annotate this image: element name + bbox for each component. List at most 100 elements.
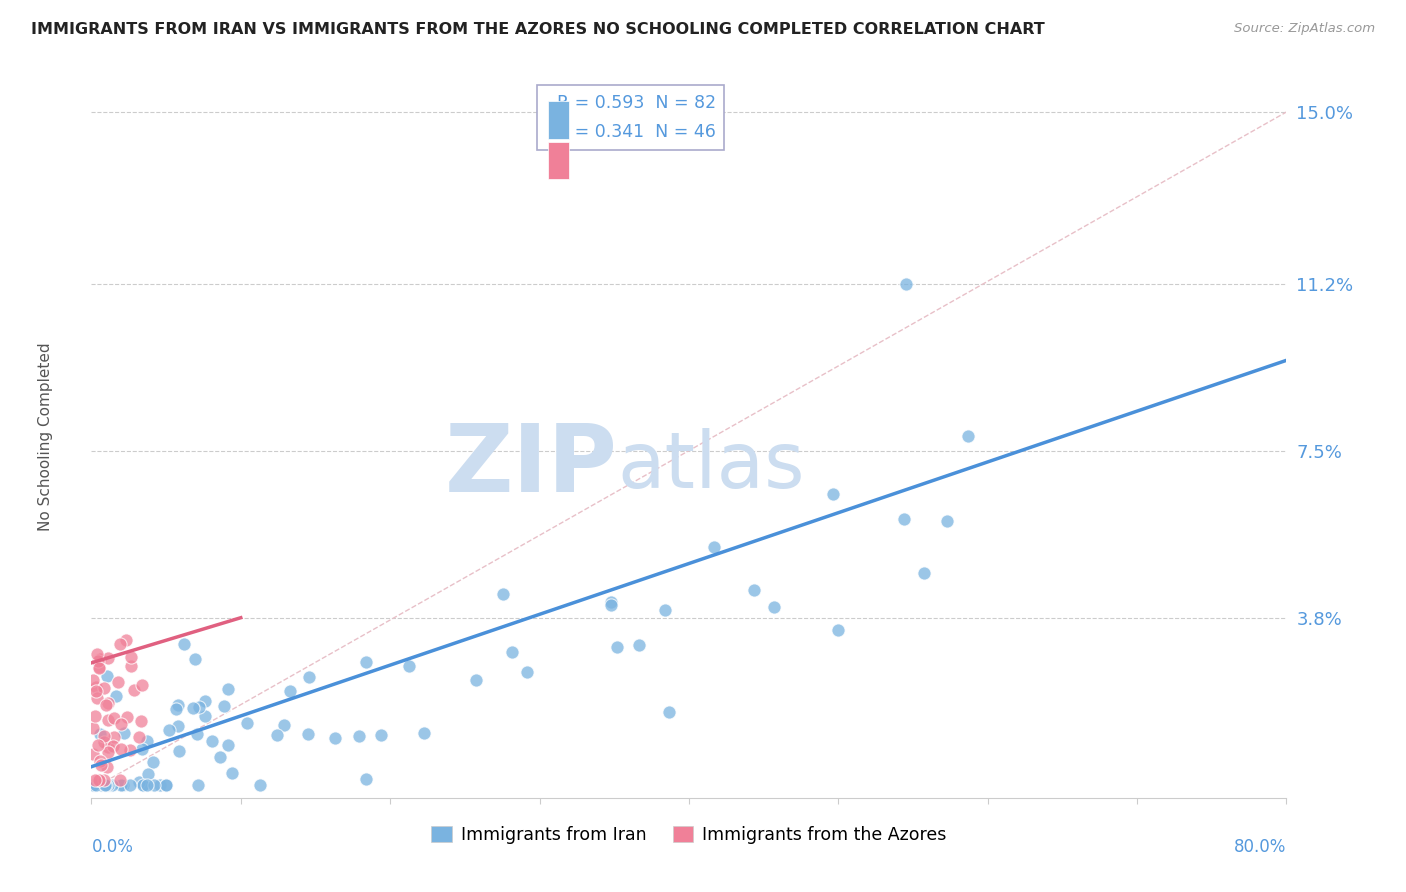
Point: [87, 655, 110, 669]
Point: [155, 778, 177, 792]
Point: [347, 729, 370, 743]
Point: [132, 778, 155, 792]
Point: [298, 670, 321, 684]
Point: [628, 638, 651, 652]
Text: 0.0%: 0.0%: [91, 838, 134, 856]
Point: [118, 743, 141, 757]
Point: [93, 773, 115, 788]
FancyBboxPatch shape: [548, 142, 569, 179]
Point: [132, 778, 155, 792]
Point: [370, 728, 392, 742]
Point: [90, 778, 112, 792]
Point: [167, 718, 190, 732]
Text: IMMIGRANTS FROM IRAN VS IMMIGRANTS FROM THE AZORES NO SCHOOLING COMPLETED CORREL: IMMIGRANTS FROM IRAN VS IMMIGRANTS FROM …: [31, 22, 1045, 37]
Point: [110, 637, 132, 651]
Point: [111, 778, 134, 792]
Point: [112, 726, 135, 740]
Point: [120, 778, 142, 792]
Point: [128, 775, 150, 789]
Point: [82, 778, 104, 792]
Point: [935, 514, 957, 528]
Point: [354, 772, 377, 786]
Point: [165, 702, 187, 716]
Point: [167, 698, 190, 712]
Point: [89, 754, 111, 768]
Point: [181, 701, 204, 715]
Text: ZIP: ZIP: [444, 420, 617, 512]
Point: [84, 680, 107, 694]
Point: [93, 729, 115, 743]
Point: [131, 742, 153, 756]
Point: [354, 655, 377, 669]
Point: [82, 721, 104, 735]
Point: [184, 652, 207, 666]
Point: [187, 700, 209, 714]
Text: No Schooling Completed: No Schooling Completed: [38, 343, 53, 532]
Point: [501, 645, 523, 659]
Point: [87, 738, 110, 752]
Point: [97, 778, 120, 792]
Point: [821, 486, 844, 500]
Point: [235, 716, 257, 731]
Point: [703, 541, 725, 555]
Point: [654, 603, 676, 617]
Point: [599, 598, 621, 612]
Point: [492, 587, 515, 601]
Point: [138, 767, 160, 781]
Point: [97, 745, 120, 759]
Text: 80.0%: 80.0%: [1234, 838, 1286, 856]
Point: [96, 760, 118, 774]
Point: [83, 778, 105, 792]
Point: [398, 659, 420, 673]
Point: [894, 277, 917, 291]
Point: [93, 735, 115, 749]
Text: atlas: atlas: [617, 428, 804, 504]
Point: [201, 734, 224, 748]
Point: [94, 778, 117, 792]
Point: [249, 778, 271, 792]
Point: [83, 773, 105, 788]
Point: [97, 651, 120, 665]
Point: [194, 708, 217, 723]
Point: [173, 637, 195, 651]
Point: [658, 705, 681, 719]
Point: [278, 684, 301, 698]
Point: [97, 739, 120, 754]
Point: [104, 689, 127, 703]
Point: [142, 756, 165, 770]
Point: [82, 747, 104, 761]
Point: [744, 582, 766, 597]
Point: [131, 678, 153, 692]
Point: [115, 633, 138, 648]
Point: [96, 713, 118, 727]
Point: [82, 778, 104, 792]
Point: [297, 727, 319, 741]
Point: [121, 658, 143, 673]
Point: [606, 640, 628, 654]
Point: [128, 730, 150, 744]
Point: [86, 690, 108, 705]
Text: R = 0.593  N = 82
  R = 0.341  N = 46: R = 0.593 N = 82 R = 0.341 N = 46: [546, 94, 716, 141]
Point: [89, 726, 111, 740]
Point: [89, 661, 111, 675]
Point: [599, 595, 621, 609]
Point: [110, 773, 132, 788]
Point: [87, 773, 110, 788]
Point: [266, 728, 288, 742]
Point: [120, 650, 142, 665]
Point: [135, 778, 157, 792]
Point: [136, 733, 159, 747]
Point: [157, 723, 180, 737]
Point: [167, 744, 190, 758]
Point: [412, 726, 434, 740]
Point: [115, 710, 138, 724]
Text: Source: ZipAtlas.com: Source: ZipAtlas.com: [1234, 22, 1375, 36]
Point: [84, 708, 107, 723]
Point: [96, 778, 118, 792]
Point: [87, 773, 110, 788]
Point: [89, 652, 111, 666]
Point: [94, 698, 117, 713]
Point: [193, 694, 215, 708]
Point: [893, 512, 915, 526]
Point: [90, 757, 112, 772]
